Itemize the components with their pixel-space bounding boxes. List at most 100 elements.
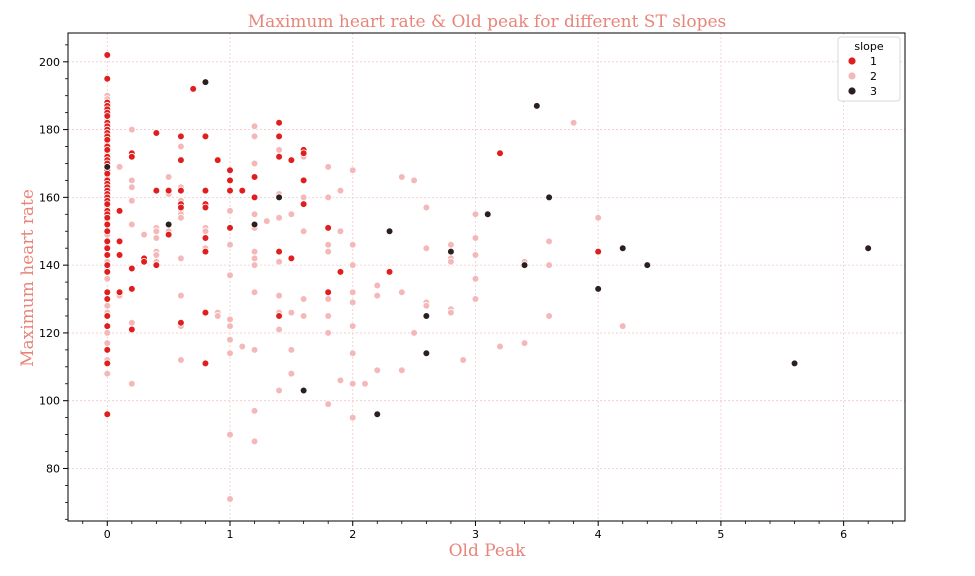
data-point-slope-2 (545, 261, 553, 269)
legend-label-3: 3 (870, 85, 877, 98)
data-point-slope-2 (324, 247, 332, 256)
legend-box (837, 36, 901, 102)
x-tick-label: 6 (840, 528, 847, 541)
data-point-slope-1 (103, 268, 112, 276)
data-point-slope-2 (177, 142, 185, 151)
data-point-slope-1 (128, 325, 136, 334)
data-point-slope-2 (447, 241, 455, 249)
data-point-slope-3 (422, 349, 431, 358)
data-point-slope-2 (324, 329, 332, 337)
data-point-slope-1 (201, 308, 210, 317)
data-point-slope-2 (324, 312, 332, 320)
data-point-slope-3 (483, 210, 492, 219)
data-point-slope-2 (336, 186, 345, 195)
data-point-slope-2 (226, 322, 234, 330)
y-tick-label: 140 (39, 259, 60, 272)
data-point-slope-2 (618, 322, 627, 330)
data-point-slope-2 (128, 318, 136, 327)
data-point-slope-1 (103, 146, 112, 154)
data-point-slope-1 (177, 186, 185, 195)
data-point-slope-2 (177, 356, 185, 364)
data-point-slope-1 (177, 156, 185, 164)
data-point-slope-1 (336, 268, 345, 276)
data-point-slope-2 (250, 247, 259, 256)
data-point-slope-2 (471, 210, 480, 219)
data-point-slope-3 (545, 193, 553, 202)
data-point-slope-1 (287, 156, 296, 164)
data-point-slope-1 (275, 119, 283, 127)
data-point-slope-2 (128, 196, 136, 205)
legend-marker-2 (847, 71, 857, 81)
x-axis-label: Old Peak (449, 541, 527, 561)
data-point-slope-1 (140, 257, 148, 266)
data-point-slope-2 (324, 295, 332, 303)
data-point-slope-1 (103, 312, 112, 320)
data-point-slope-2 (299, 227, 308, 236)
data-point-slope-1 (250, 173, 259, 181)
data-point-slope-1 (226, 224, 234, 232)
data-point-slope-2 (226, 335, 234, 344)
data-point-slope-2 (128, 379, 136, 388)
data-point-slope-2 (594, 213, 602, 222)
data-point-slope-3 (643, 261, 652, 269)
data-point-slope-3 (447, 247, 455, 256)
data-point-slope-2 (348, 241, 357, 249)
data-point-slope-2 (250, 159, 259, 168)
data-point-slope-3 (103, 163, 112, 171)
data-point-slope-3 (864, 244, 872, 252)
data-point-slope-3 (594, 285, 602, 293)
data-point-slope-3 (533, 102, 541, 110)
data-point-slope-2 (324, 400, 332, 408)
data-point-slope-2 (348, 298, 357, 307)
data-point-slope-2 (275, 146, 283, 154)
data-point-slope-2 (177, 254, 185, 263)
data-point-slope-2 (373, 291, 382, 300)
legend: slope 1 2 3 (837, 36, 901, 102)
data-point-slope-1 (299, 176, 308, 185)
data-point-slope-2 (410, 176, 418, 185)
data-point-slope-2 (226, 349, 234, 358)
data-point-slope-2 (250, 288, 259, 297)
data-point-slope-1 (115, 207, 124, 215)
grid (68, 33, 905, 521)
data-point-slope-2 (398, 366, 406, 374)
data-point-slope-1 (152, 186, 161, 195)
data-point-slope-3 (201, 78, 210, 86)
data-point-slope-1 (128, 152, 136, 161)
data-point-slope-2 (336, 227, 345, 236)
data-point-slope-1 (385, 268, 394, 276)
data-point-slope-2 (398, 173, 406, 181)
data-point-slope-1 (275, 312, 283, 320)
data-point-slope-2 (226, 271, 234, 280)
data-point-slope-2 (152, 251, 161, 259)
data-point-slope-2 (348, 322, 357, 330)
data-point-slope-1 (128, 285, 136, 293)
data-point-slope-1 (103, 200, 112, 208)
data-point-slope-2 (275, 386, 283, 395)
data-point-slope-2 (128, 183, 136, 191)
data-point-slope-2 (348, 261, 357, 269)
chart-title: Maximum heart rate & Old peak for differ… (248, 12, 727, 32)
data-point-slope-2 (275, 325, 283, 334)
data-point-slope-1 (201, 359, 210, 368)
data-point-slope-1 (177, 132, 185, 141)
plot-frame (67, 32, 906, 522)
data-point-slope-2 (287, 308, 296, 317)
data-point-slope-3 (164, 220, 173, 229)
data-point-slope-1 (103, 359, 112, 368)
data-point-slope-2 (103, 274, 112, 283)
data-point-slope-1 (226, 166, 234, 175)
data-point-slope-2 (103, 369, 112, 378)
data-point-slope-1 (201, 203, 210, 212)
data-point-slope-2 (275, 213, 283, 222)
data-point-slope-3 (790, 359, 799, 368)
data-point-slope-2 (459, 356, 467, 364)
data-point-slope-2 (250, 346, 259, 354)
data-point-slope-2 (128, 220, 136, 229)
data-point-slope-2 (348, 288, 357, 297)
y-tick-label: 200 (39, 56, 60, 69)
data-point-slope-2 (250, 132, 259, 141)
data-point-slope-2 (103, 302, 112, 310)
data-point-slope-2 (471, 295, 480, 303)
data-point-slope-2 (299, 295, 308, 303)
